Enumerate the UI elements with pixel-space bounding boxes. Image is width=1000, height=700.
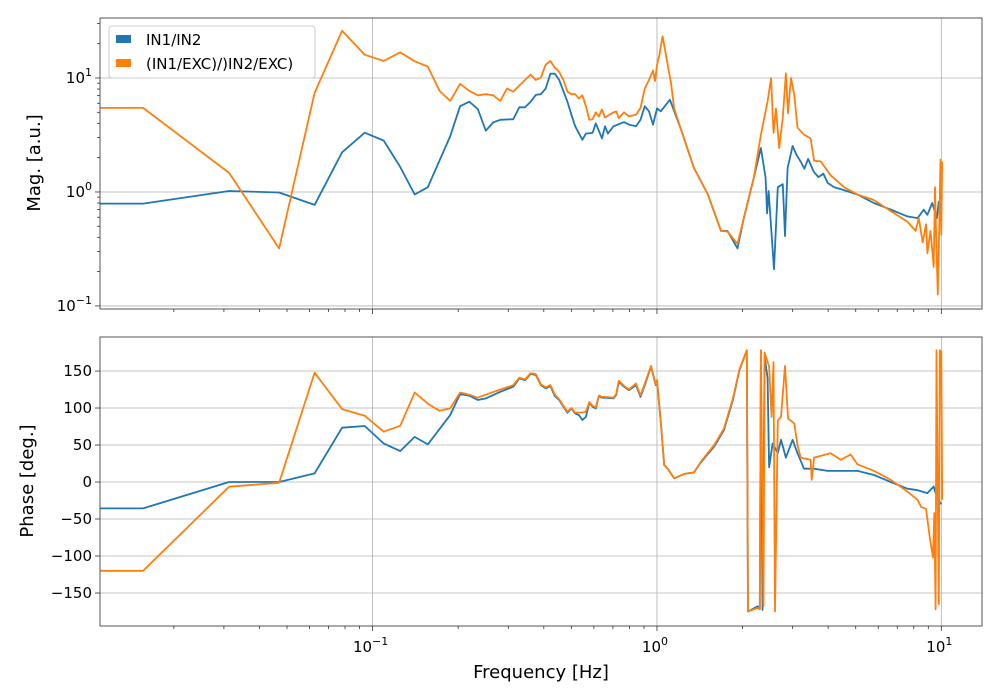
x-tick-label: 100	[642, 635, 668, 656]
legend-label-in1-in2: IN1/IN2	[146, 31, 201, 49]
x-tick-label-base: 10	[353, 638, 372, 656]
y-tick-label: 10−1	[57, 294, 92, 315]
x-tick-label-base: 10	[926, 638, 945, 656]
x-tick-label-exponent: 1	[945, 635, 952, 648]
frequency-axis-label: Frequency [Hz]	[473, 662, 609, 683]
y-tick-label: 150	[63, 362, 92, 380]
x-tick-label-base: 10	[642, 638, 661, 656]
y-tick-label: 101	[66, 66, 92, 87]
y-tick-label-base: 10	[57, 297, 76, 315]
y-tick-label-exponent: −1	[76, 294, 92, 307]
y-tick-label-base: 10	[66, 69, 85, 87]
y-tick-label: 100	[63, 399, 92, 417]
legend-label-exc-ratio: (IN1/EXC)/)IN2/EXC)	[146, 55, 293, 73]
phase-axis-label: Phase [deg.]	[17, 424, 38, 537]
x-tick-label: 10−1	[353, 635, 388, 656]
axes-frame	[99, 17, 983, 310]
axes-frame	[99, 336, 983, 627]
series-line-exc-ratio	[100, 349, 944, 613]
y-tick-label: 50	[73, 436, 92, 454]
legend: IN1/IN2 (IN1/EXC)/)IN2/EXC)	[108, 25, 316, 79]
series-line-exc-ratio	[100, 29, 943, 296]
y-tick-label: 0	[82, 473, 92, 491]
y-tick-label: 100	[66, 180, 92, 201]
y-tick-label: −150	[51, 584, 92, 602]
series-group	[100, 29, 943, 296]
legend-swatch-exc-ratio	[116, 59, 131, 67]
legend-frame	[108, 25, 316, 79]
series-group	[100, 349, 944, 613]
y-tick-label: −100	[51, 547, 92, 565]
y-tick-label: −50	[60, 510, 92, 528]
legend-swatch-in1-in2	[116, 35, 131, 43]
y-tick-label-exponent: 1	[85, 66, 92, 79]
y-tick-label-exponent: 0	[85, 180, 92, 193]
x-tick-label: 101	[926, 635, 952, 656]
series-line-in1-in2	[100, 72, 942, 271]
x-tick-label-exponent: −1	[372, 635, 388, 648]
x-tick-label-exponent: 0	[661, 635, 668, 648]
magnitude-axis-label: Mag. [a.u.]	[24, 114, 45, 211]
y-tick-label-base: 10	[66, 183, 85, 201]
